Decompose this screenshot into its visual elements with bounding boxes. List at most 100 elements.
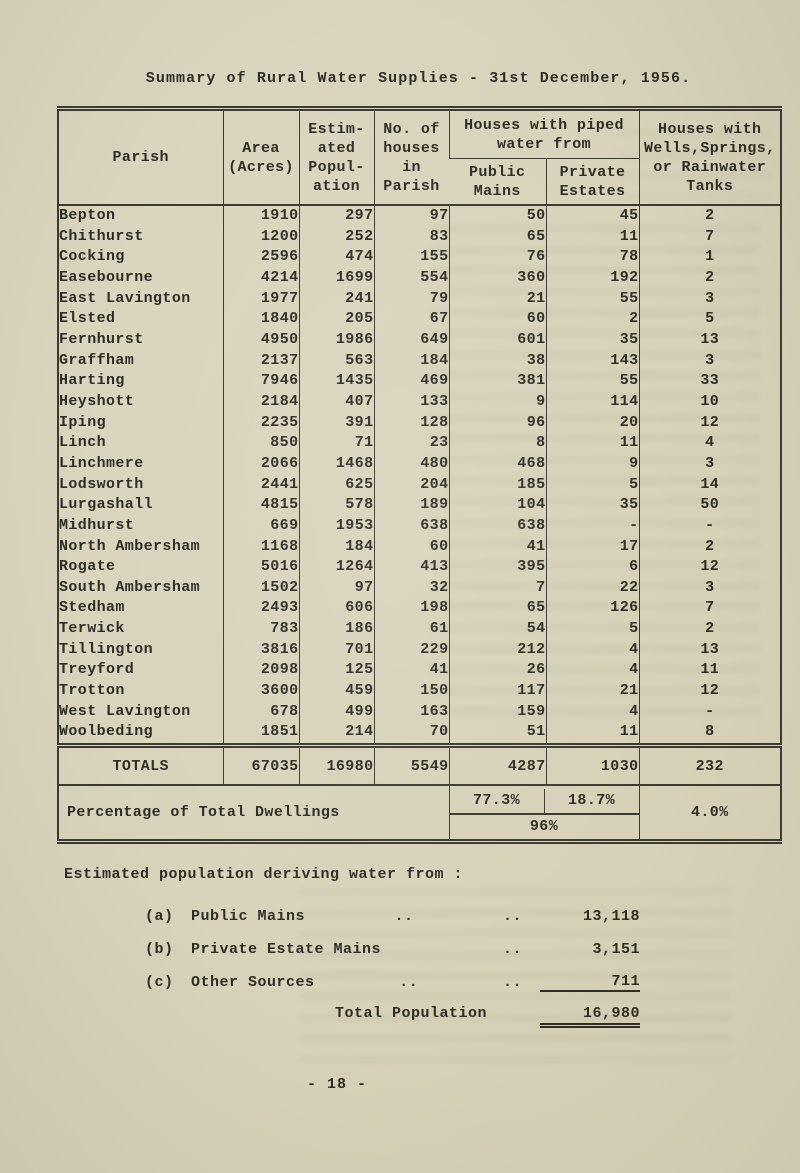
houses-cell: 413 [373, 557, 449, 578]
population-item-value: 3,151 [592, 941, 640, 958]
population-cell: 499 [298, 701, 374, 723]
population-cell: 297 [298, 205, 374, 227]
area-cell: 2098 [222, 660, 299, 682]
parish-cell: Trotton [59, 682, 125, 700]
wells-cell: 7 [638, 226, 782, 248]
population-cell: 252 [298, 226, 374, 248]
table-row: Treyford 2098 125 41 26 4 11 [58, 660, 782, 682]
private-estates-cell: 11 [545, 722, 640, 746]
population-summary-list: (a) Public Mains.... 13,118 (b) Private Esta… [145, 900, 640, 1028]
public-mains-cell: 41 [448, 536, 546, 558]
population-cell: 474 [298, 247, 374, 268]
area-cell: 1977 [222, 288, 299, 310]
population-item-label: Public Mains [191, 908, 306, 925]
percentage-wells: 4.0% [638, 785, 782, 842]
parish-cell: Heyshott [59, 392, 135, 410]
population-cell: 391 [298, 412, 374, 434]
public-mains-cell: 638 [448, 515, 546, 537]
houses-cell: 97 [373, 205, 449, 227]
public-mains-cell: 395 [448, 557, 546, 578]
wells-cell: 12 [638, 412, 782, 434]
population-cell: 186 [298, 619, 374, 640]
houses-cell: 128 [373, 412, 449, 434]
percentage-row: Percentage of Total Dwellings 77.3% 18.7… [58, 785, 782, 842]
private-estates-cell: 6 [545, 557, 640, 578]
area-cell: 1168 [222, 536, 299, 558]
parish-cell: Chithurst [59, 227, 144, 245]
private-estates-cell: 9 [545, 453, 640, 475]
header-private-estates: Private Estates [545, 158, 640, 206]
area-cell: 1851 [222, 722, 299, 746]
dot-leader: .. [502, 908, 522, 925]
houses-cell: 67 [373, 309, 449, 330]
public-mains-cell: 21 [448, 288, 546, 310]
population-item-tag: (a) [145, 908, 174, 925]
parish-cell: Iping [59, 413, 107, 431]
houses-cell: 198 [373, 598, 449, 620]
houses-cell: 133 [373, 391, 449, 413]
population-cell: 459 [298, 681, 374, 702]
private-estates-cell: 11 [545, 433, 640, 454]
houses-cell: 189 [373, 495, 449, 516]
public-mains-cell: 360 [448, 267, 546, 289]
public-mains-cell: 381 [448, 371, 546, 392]
population-cell: 1468 [298, 453, 374, 475]
private-estates-cell: 5 [545, 474, 640, 496]
houses-cell: 204 [373, 474, 449, 496]
houses-cell: 23 [373, 433, 449, 454]
table-row: Lodsworth 2441 625 204 185 5 14 [58, 474, 782, 496]
page-number: - 18 - [306, 1076, 367, 1093]
header-public-mains: Public Mains [449, 158, 546, 206]
wells-cell: 3 [638, 288, 782, 310]
houses-cell: 229 [373, 639, 449, 661]
area-cell: 5016 [222, 557, 299, 578]
private-estates-cell: 11 [545, 226, 640, 248]
parish-cell: Terwick [59, 620, 125, 638]
population-item: (a) Public Mains.... 13,118 [145, 900, 640, 933]
private-estates-cell: 78 [545, 247, 640, 268]
wells-cell: 11 [638, 660, 782, 682]
table-row: Elsted 1840 205 67 60 2 5 [58, 309, 782, 330]
area-cell: 1910 [222, 205, 299, 227]
public-mains-cell: 601 [448, 329, 546, 351]
houses-cell: 32 [373, 577, 449, 599]
public-mains-cell: 51 [448, 722, 546, 746]
totals-public-mains: 4287 [448, 743, 546, 787]
houses-cell: 150 [373, 681, 449, 702]
houses-cell: 41 [373, 660, 449, 682]
public-mains-cell: 50 [448, 205, 546, 227]
population-cell: 1953 [298, 515, 374, 537]
private-estates-cell: 20 [545, 412, 640, 434]
houses-cell: 163 [373, 701, 449, 723]
table-row: East Lavington 1977 241 79 21 55 3 [58, 288, 782, 310]
houses-cell: 554 [373, 267, 449, 289]
area-cell: 3600 [222, 681, 299, 702]
table-row: Cocking 2596 474 155 76 78 1 [58, 247, 782, 268]
private-estates-cell: 5 [545, 619, 640, 640]
houses-cell: 155 [373, 247, 449, 268]
wells-cell: 13 [638, 329, 782, 351]
totals-area: 67035 [222, 743, 299, 787]
dot-leader: .. [502, 941, 522, 958]
area-cell: 2596 [222, 247, 299, 268]
population-cell: 407 [298, 391, 374, 413]
wells-cell: 2 [638, 536, 782, 558]
wells-cell: 3 [638, 453, 782, 475]
wells-cell: 14 [638, 474, 782, 496]
public-mains-cell: 159 [448, 701, 546, 723]
population-item: (b) Private Estate Mains.. 3,151 [145, 933, 640, 966]
population-item-value: 13,118 [582, 908, 640, 925]
header-parish: Parish [58, 108, 223, 206]
population-cell: 125 [298, 660, 374, 682]
private-estates-cell: 35 [545, 495, 640, 516]
area-cell: 678 [222, 701, 299, 723]
parish-cell: Lodsworth [59, 475, 144, 493]
table-body: Bepton 1910 297 97 50 45 2 Chithurst 1200 252 83 65… [58, 205, 782, 746]
public-mains-cell: 76 [448, 247, 546, 268]
totals-private-estates: 1030 [545, 743, 640, 787]
percentage-private-estates: 18.7% [568, 792, 616, 810]
population-cell: 184 [298, 536, 374, 558]
houses-cell: 649 [373, 329, 449, 351]
population-item-label: Private Estate Mains [191, 941, 382, 958]
